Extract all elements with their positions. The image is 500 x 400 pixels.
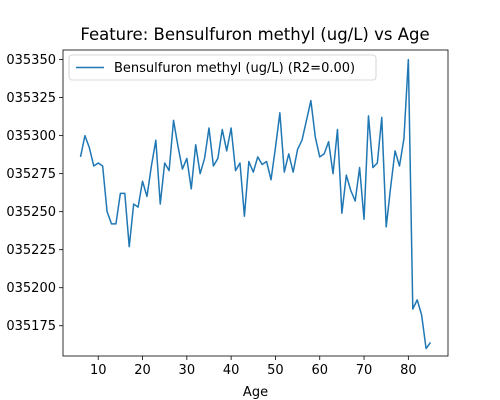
x-axis-label: Age (243, 385, 268, 400)
series-line-0 (79, 58, 432, 350)
x-tick-label: 30 (179, 363, 196, 378)
y-tick-label: 035225 (6, 243, 56, 258)
y-tick-label: 035250 (6, 205, 56, 220)
x-tick-label: 70 (356, 363, 373, 378)
y-tick-label: 035200 (6, 281, 56, 296)
x-tick-label: 40 (223, 363, 240, 378)
plot-background (63, 50, 448, 356)
y-tick-label: 035175 (6, 319, 56, 334)
y-tick-label: 035275 (6, 167, 56, 182)
legend-box (68, 54, 377, 81)
y-tick-label: 035300 (6, 129, 56, 144)
chart-title: Feature: Bensulfuron methyl (ug/L) vs Ag… (80, 25, 429, 44)
x-tick-label: 10 (90, 363, 107, 378)
legend-label: Bensulfuron methyl (ug/L) (R2=0.00) (114, 61, 355, 76)
x-axis-ticks: 10 20 30 40 50 60 70 80 (90, 356, 417, 378)
y-tick-label: 035325 (6, 91, 56, 106)
x-tick-label: 50 (267, 363, 284, 378)
x-tick-label: 80 (400, 363, 417, 378)
axes-frame (62, 49, 449, 357)
plot-area (62, 49, 449, 357)
y-axis-ticks: 035175 035200 035225 035250 035275 035300 0353… (6, 53, 63, 334)
legend: Bensulfuron methyl (ug/L) (R2=0.00) (68, 54, 377, 81)
y-tick-label: 035350 (6, 53, 56, 68)
x-tick-label: 20 (134, 363, 151, 378)
x-tick-label: 60 (311, 363, 328, 378)
